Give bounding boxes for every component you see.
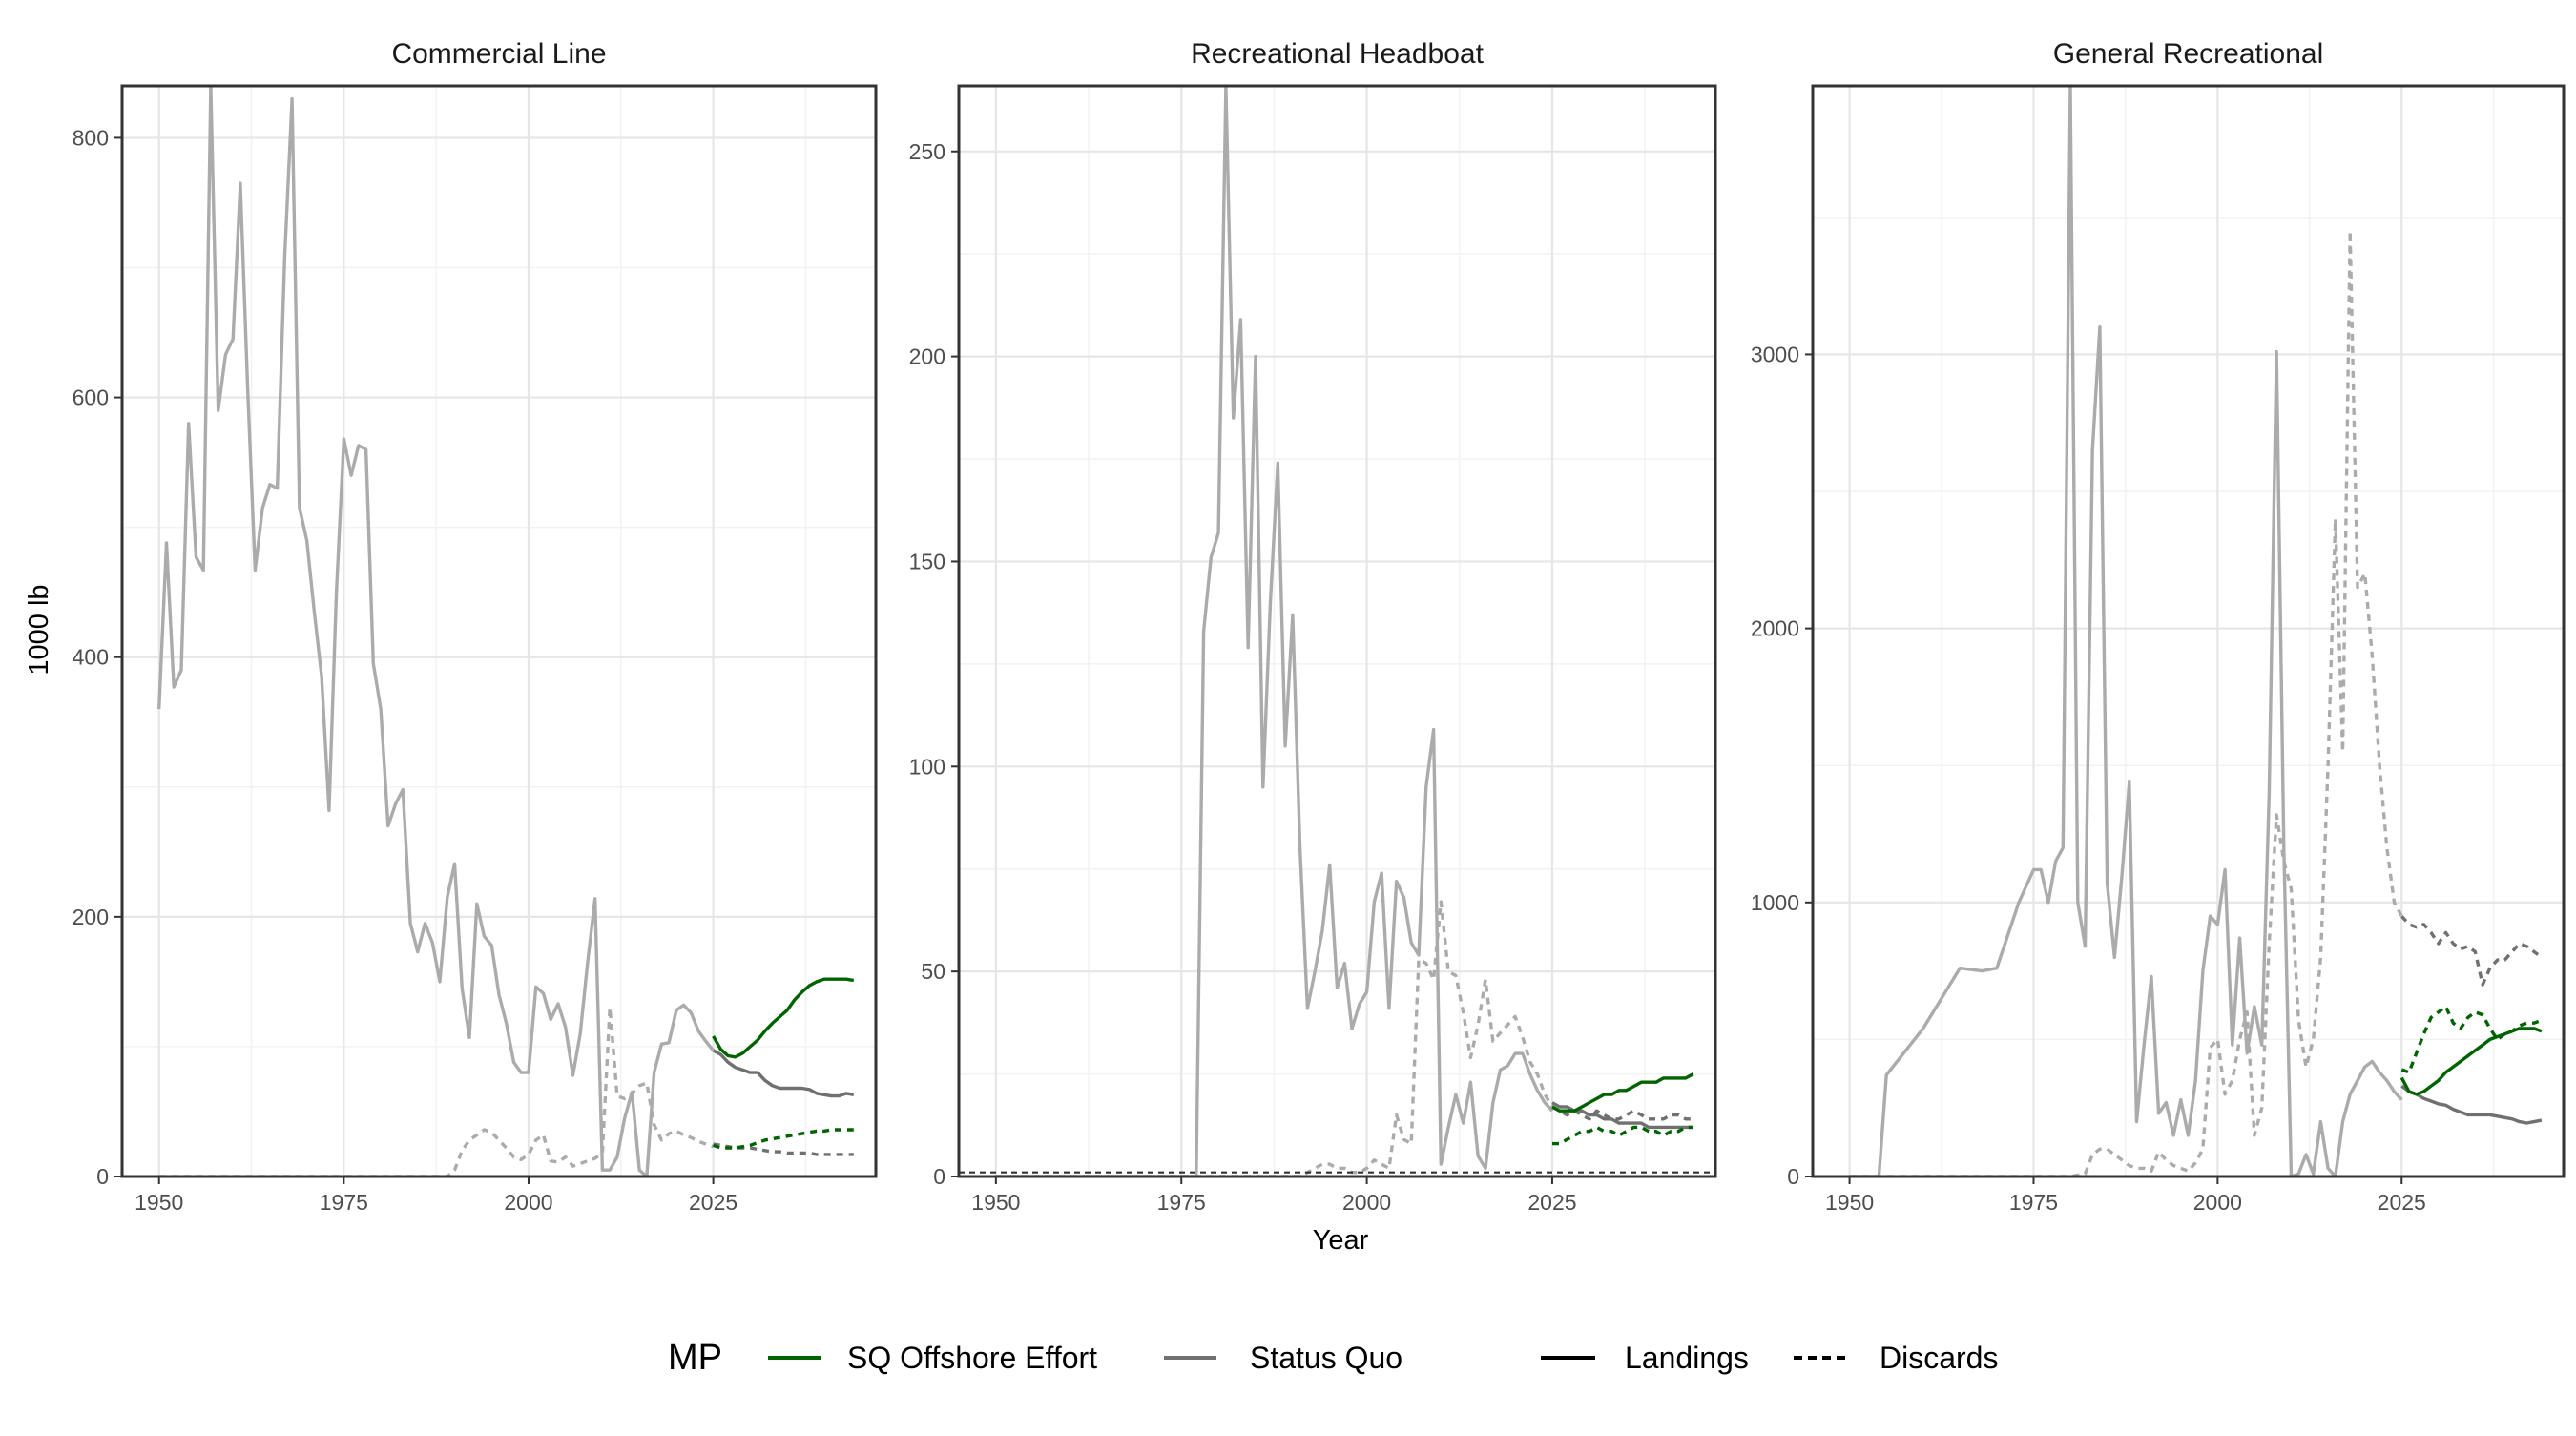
legend-label-sq-offshore-effort: SQ Offshore Effort xyxy=(847,1341,1097,1375)
panel-background xyxy=(122,86,876,1176)
x-tick-label: 1975 xyxy=(1157,1190,1206,1215)
y-tick-label: 600 xyxy=(73,385,109,410)
series-line-historical-landings xyxy=(1849,86,2403,1176)
x-tick-label: 2000 xyxy=(2193,1190,2242,1215)
x-tick-label: 1950 xyxy=(1825,1190,1874,1215)
series-line-status-quo-landings xyxy=(2400,1084,2543,1125)
series-group xyxy=(959,86,1715,1176)
x-tick-label: 2025 xyxy=(689,1190,737,1215)
y-tick-label: 200 xyxy=(909,344,945,369)
y-tick-label: 0 xyxy=(933,1164,945,1189)
series-line-historical-discards xyxy=(995,900,1554,1176)
legend-label-landings: Landings xyxy=(1625,1341,1749,1375)
y-tick-label: 150 xyxy=(909,549,945,573)
panel-recreational-headboat: Recreational Headboat 1950 1975 2000 2025 0 50… xyxy=(909,38,1717,1215)
series-line-status-quo-discards xyxy=(2400,915,2543,987)
series-line-historical-discards xyxy=(1849,229,2403,1176)
panel-border xyxy=(1811,84,2566,1178)
panel-general-recreational: General Recreational 1950 1975 2000 2025 0 100… xyxy=(1751,38,2566,1215)
y-tick-label: 0 xyxy=(96,1164,109,1189)
x-tick-label: 1975 xyxy=(320,1190,368,1215)
legend-title-mp: MP xyxy=(668,1338,722,1378)
panel-title: Recreational Headboat xyxy=(1191,38,1485,70)
series-line-sq-offshore-effort-discards xyxy=(1552,1125,1693,1146)
x-tick-label: 2000 xyxy=(504,1190,552,1215)
x-tick-label: 1950 xyxy=(971,1190,1020,1215)
legend-entry-status-quo: Status Quo xyxy=(1164,1341,1402,1375)
series-line-historical-landings xyxy=(157,86,715,1176)
y-tick-label: 200 xyxy=(73,905,109,929)
series-line-historical-discards xyxy=(158,1006,715,1176)
y-tick-label: 250 xyxy=(909,139,945,164)
panel-background xyxy=(1813,86,2564,1176)
series-group xyxy=(157,86,855,1176)
panel-border xyxy=(120,84,878,1178)
legend-entry-landings: Landings xyxy=(1541,1341,1749,1375)
panel-title: Commercial Line xyxy=(391,38,606,70)
y-tick-label: 3000 xyxy=(1751,342,1799,366)
y-tick-label: 0 xyxy=(1787,1164,1799,1189)
legend-entry-sq-offshore-effort: SQ Offshore Effort xyxy=(768,1341,1097,1375)
legend-label-status-quo: Status Quo xyxy=(1250,1341,1402,1375)
panel-background xyxy=(959,86,1715,1176)
panel-commercial-line: Commercial Line 1950 1975 2000 2025 0 200 400 60… xyxy=(73,38,878,1215)
x-tick-label: 1975 xyxy=(2009,1190,2058,1215)
x-tick-label: 1950 xyxy=(135,1190,183,1215)
series-line-sq-offshore-effort-landings xyxy=(1551,1072,1694,1113)
x-tick-label: 2025 xyxy=(1527,1190,1576,1215)
legend-label-discards: Discards xyxy=(1880,1341,1998,1375)
series-line-sq-offshore-effort-discards xyxy=(2400,1005,2543,1074)
series-group xyxy=(1849,86,2543,1176)
series-line-status-quo-landings xyxy=(712,1049,855,1098)
legend: MP SQ Offshore Effort Status Quo Landing… xyxy=(668,1338,1998,1378)
panel-border xyxy=(957,84,1717,1178)
y-tick-label: 400 xyxy=(73,645,109,670)
x-tick-label: 2000 xyxy=(1342,1190,1391,1215)
y-tick-label: 2000 xyxy=(1751,616,1799,641)
y-tick-label: 1000 xyxy=(1751,890,1799,915)
y-tick-label: 100 xyxy=(909,754,945,779)
series-line-sq-offshore-effort-landings xyxy=(712,977,855,1059)
legend-entry-discards: Discards xyxy=(1794,1341,1998,1375)
y-axis-label: 1000 lb xyxy=(24,584,54,675)
y-tick-label: 800 xyxy=(73,125,109,150)
y-tick-label: 50 xyxy=(921,959,945,984)
series-line-status-quo-discards xyxy=(713,1142,854,1156)
x-tick-label: 2025 xyxy=(2378,1190,2426,1215)
series-line-sq-offshore-effort-landings xyxy=(2399,1027,2543,1096)
x-axis-label: Year xyxy=(1313,1225,1369,1256)
series-line-historical-landings xyxy=(995,86,1554,1176)
panel-title: General Recreational xyxy=(2053,38,2324,70)
